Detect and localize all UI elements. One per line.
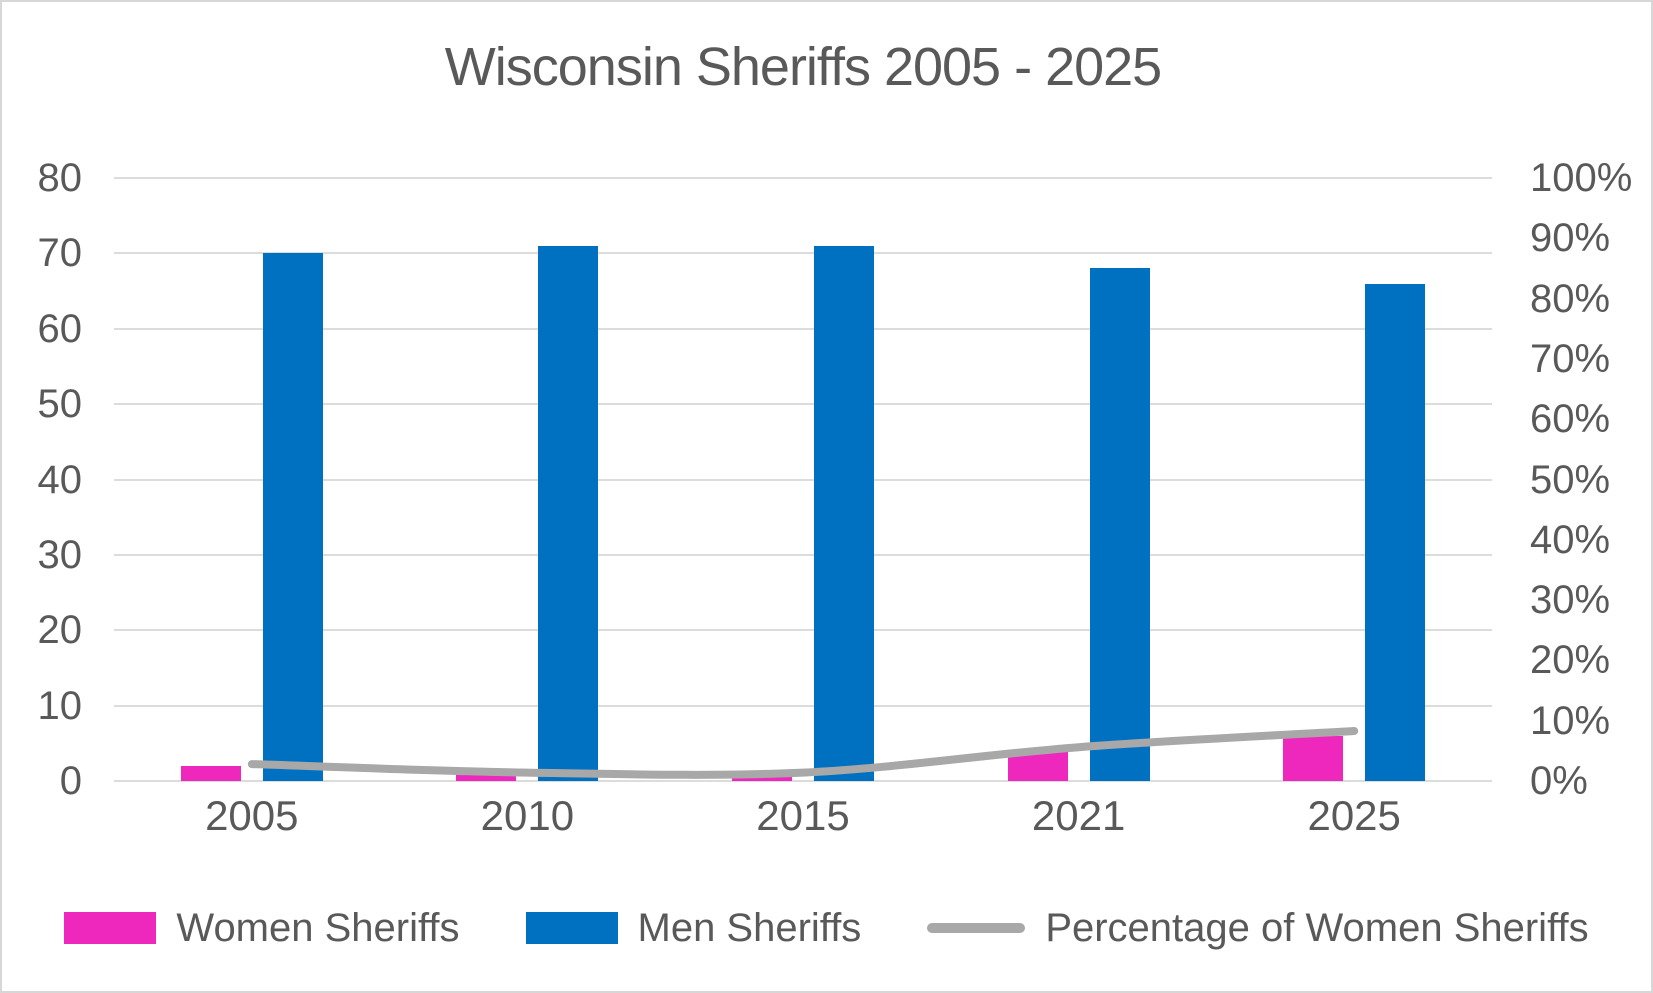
bar-men-sheriffs-2015 xyxy=(814,245,874,781)
y-axis-right-tick-label: 30% xyxy=(1530,578,1611,623)
gridline xyxy=(114,553,1492,556)
y-axis-left-tick-label: 60 xyxy=(37,306,83,351)
legend: Women Sheriffs Men Sheriffs Percentage o… xyxy=(2,904,1651,952)
bar-men-sheriffs-2005 xyxy=(262,253,323,781)
y-axis-right-tick-label: 10% xyxy=(1530,698,1611,743)
y-axis-right-tick-label: 60% xyxy=(1530,397,1611,442)
y-axis-left-tick-label: 10 xyxy=(37,683,83,728)
y-axis-right-tick-label: 70% xyxy=(1530,336,1611,381)
percentage-line-swatch-icon xyxy=(927,923,1026,933)
x-axis-category-label: 2025 xyxy=(1307,792,1401,839)
x-axis-category-label: 2005 xyxy=(205,792,299,839)
y-axis-left-tick-label: 40 xyxy=(37,457,83,502)
legend-item-men-sheriffs: Men Sheriffs xyxy=(525,905,862,951)
y-axis-right-tick-label: 50% xyxy=(1530,457,1611,502)
gridline xyxy=(114,177,1492,179)
legend-item-percentage: Percentage of Women Sheriffs xyxy=(927,905,1589,951)
y-axis-left-tick-label: 50 xyxy=(37,382,83,427)
y-axis-right-tick-label: 0% xyxy=(1530,759,1588,803)
bar-men-sheriffs-2025 xyxy=(1365,283,1426,781)
y-axis-left-tick-label: 20 xyxy=(37,608,83,653)
x-axis-category-label: 2015 xyxy=(756,792,850,839)
women-sheriffs-swatch-icon xyxy=(64,912,157,944)
plot-area xyxy=(114,177,1492,782)
percentage-of-women-sheriffs-line xyxy=(247,727,1359,779)
bar-women-sheriffs-2005 xyxy=(180,765,241,781)
bar-men-sheriffs-2010 xyxy=(538,245,599,781)
legend-label-women-sheriffs: Women Sheriffs xyxy=(176,905,460,950)
y-axis-right-tick-label: 100% xyxy=(1530,156,1633,200)
men-sheriffs-swatch-icon xyxy=(525,912,618,944)
x-axis-category-label: 2010 xyxy=(480,792,575,839)
y-axis-left-tick-label: 0 xyxy=(59,759,82,803)
gridline xyxy=(114,478,1492,481)
y-axis-left-tick-label: 30 xyxy=(37,532,83,577)
legend-label-percentage: Percentage of Women Sheriffs xyxy=(1045,905,1589,950)
y-axis-left-tick-label: 80 xyxy=(37,156,83,200)
x-axis-category-label: 2021 xyxy=(1031,792,1126,839)
bar-women-sheriffs-2025 xyxy=(1283,735,1344,781)
legend-label-men-sheriffs: Men Sheriffs xyxy=(637,905,862,950)
chart-title: Wisconsin Sheriffs 2005 - 2025 xyxy=(444,37,1162,97)
gridline xyxy=(114,327,1492,330)
gridline xyxy=(114,403,1492,406)
bar-women-sheriffs-2010 xyxy=(456,773,517,781)
y-axis-left-tick-label: 70 xyxy=(37,231,83,276)
gridline xyxy=(114,704,1492,707)
y-axis-right-tick-label: 40% xyxy=(1530,517,1611,562)
legend-item-women-sheriffs: Women Sheriffs xyxy=(64,905,460,951)
y-axis-right-tick-label: 20% xyxy=(1530,638,1611,683)
bar-men-sheriffs-2021 xyxy=(1089,268,1150,781)
gridline xyxy=(114,252,1492,255)
gridline xyxy=(114,629,1492,632)
gridline xyxy=(114,780,1492,782)
y-axis-right-tick-label: 90% xyxy=(1530,216,1611,261)
y-axis-right-tick-label: 80% xyxy=(1530,276,1611,321)
